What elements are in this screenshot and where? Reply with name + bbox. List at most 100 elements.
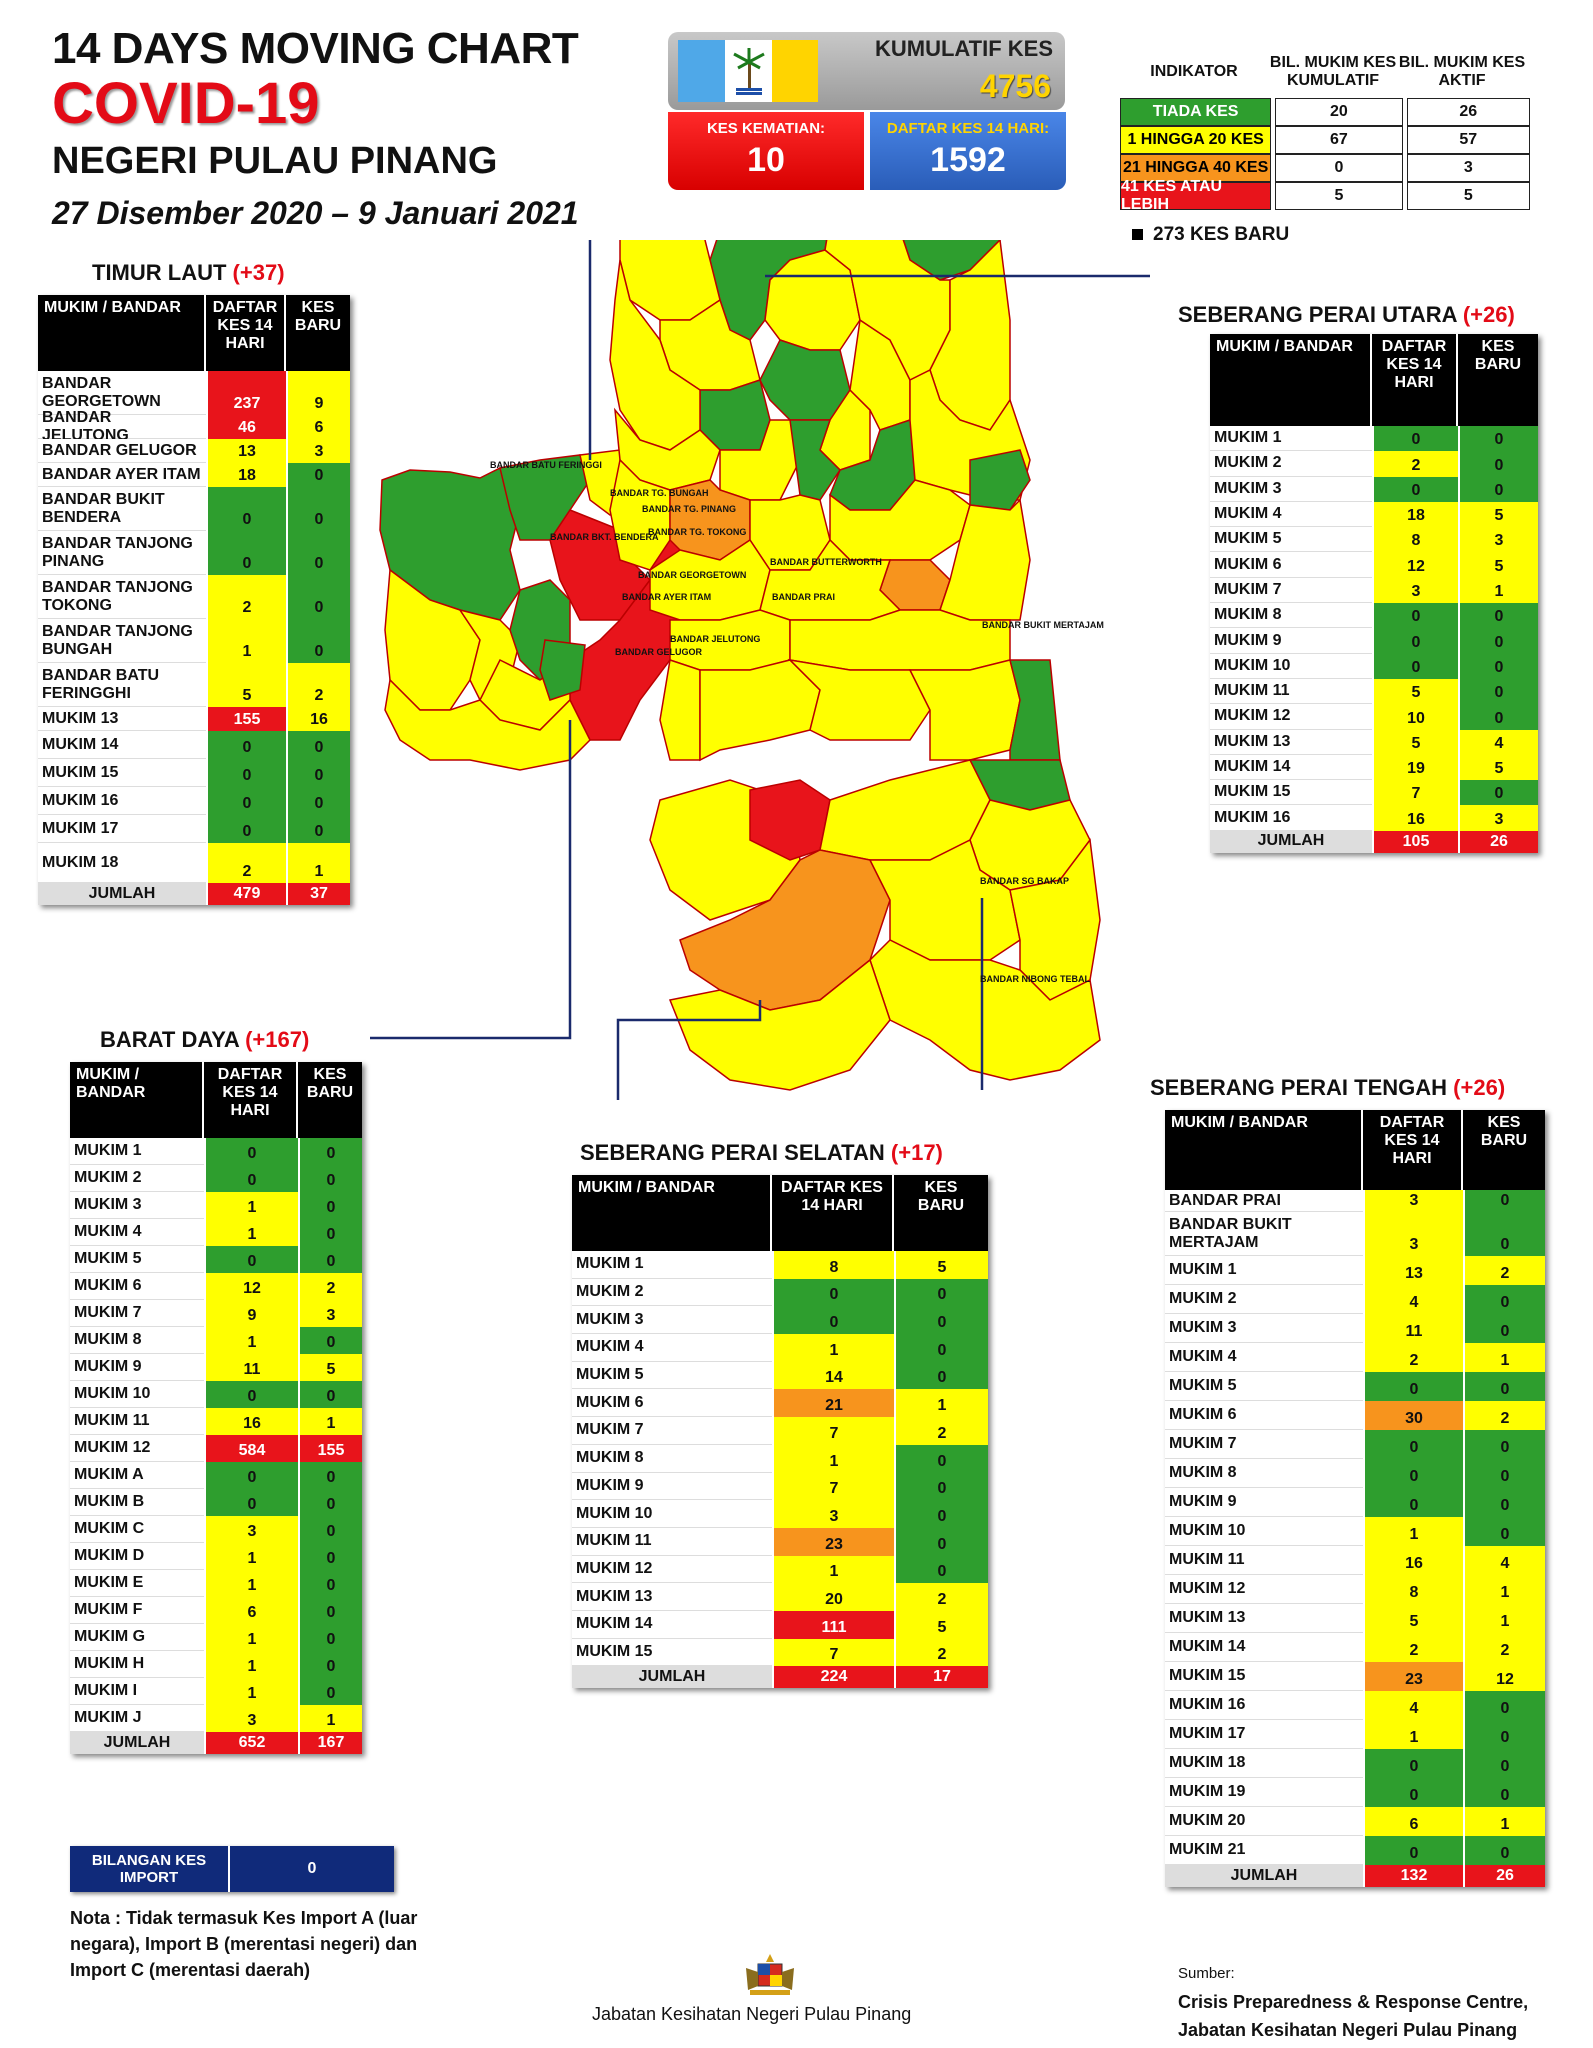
- table-row: BANDAR BATU FERINGGHI 5 2: [38, 663, 350, 707]
- cases14-cell: 1: [204, 1192, 298, 1219]
- cases14-cell: 3: [204, 1516, 298, 1543]
- cases14-cell: 1: [204, 1543, 298, 1570]
- indicator-label: 1 HINGGA 20 KES: [1120, 126, 1272, 154]
- row-label: MUKIM 7: [1165, 1430, 1363, 1459]
- table-header: MUKIM / BANDAR: [38, 295, 206, 371]
- indicator-active: 5: [1406, 182, 1530, 210]
- row-label: MUKIM 10: [1210, 653, 1372, 679]
- new-cases-cell: 2: [1463, 1256, 1545, 1285]
- new-cases-cell: 155: [298, 1435, 362, 1462]
- new-cases-cell: 0: [1458, 451, 1538, 477]
- table-row: MUKIM 16 4 0: [1165, 1691, 1545, 1720]
- row-label: MUKIM 1: [70, 1138, 204, 1165]
- cases14-cell: 46: [206, 415, 286, 439]
- indicator-header-active: BIL. MUKIM KES AKTIF: [1398, 54, 1526, 89]
- row-label: MUKIM C: [70, 1516, 204, 1543]
- total-row: JUMLAH 132 26: [1165, 1865, 1545, 1887]
- table-row: MUKIM 21 0 0: [1165, 1836, 1545, 1865]
- new-cases-cell: 5: [894, 1610, 988, 1639]
- cases14-cell: 0: [204, 1138, 298, 1165]
- table-spt: MUKIM / BANDAR DAFTAR KES 14 HARI KES BARU…: [1165, 1110, 1545, 1887]
- import-label: BILANGAN KES IMPORT: [70, 1846, 230, 1892]
- indicator-header: INDIKATOR: [1150, 63, 1238, 80]
- cases14-cell: 8: [772, 1251, 894, 1279]
- row-label: MUKIM 12: [70, 1435, 204, 1462]
- table-header: KES BARU: [917, 1179, 965, 1214]
- cases14-cell: 10: [1372, 704, 1458, 730]
- table-header: KES BARU: [1480, 1114, 1528, 1149]
- table-header: MUKIM / BANDAR: [1210, 334, 1372, 426]
- source-label: Sumber:: [1178, 1965, 1235, 1982]
- new-cases-cell: 1: [894, 1389, 988, 1418]
- indicator-active: 3: [1406, 154, 1530, 182]
- table-row: MUKIM 11 16 1: [70, 1408, 362, 1435]
- total-value: 652: [204, 1732, 298, 1754]
- cases14-cell: 0: [1372, 653, 1458, 679]
- cases14-cell: 23: [1363, 1662, 1463, 1691]
- table-header: KES BARU: [1474, 338, 1522, 373]
- row-label: MUKIM 15: [1165, 1662, 1363, 1691]
- cases14-cell: 18: [206, 463, 286, 487]
- new-cases-cell: 0: [286, 463, 350, 487]
- cases14-cell: 14: [772, 1361, 894, 1390]
- cases14-cell: 0: [204, 1462, 298, 1489]
- cases14-cell: 0: [206, 531, 286, 575]
- row-label: MUKIM J: [70, 1705, 204, 1732]
- chart-title: 14 DAYS MOVING CHART: [52, 24, 579, 73]
- new-cases-cell: 0: [286, 759, 350, 787]
- table-row: BANDAR BUKIT BENDERA 0 0: [38, 487, 350, 531]
- new-cases-cell: 0: [298, 1138, 362, 1165]
- new-cases-cell: 2: [894, 1583, 988, 1611]
- cases14-cell: 155: [206, 707, 286, 731]
- row-label: MUKIM B: [70, 1489, 204, 1516]
- cases14-cell: 20: [772, 1583, 894, 1611]
- total-value: 37: [286, 883, 350, 905]
- total-label: JUMLAH: [70, 1732, 204, 1754]
- new-cases-cell: 2: [1463, 1401, 1545, 1430]
- row-label: MUKIM 4: [1165, 1343, 1363, 1372]
- cases14-box: DAFTAR KES 14 HARI: 1592: [870, 112, 1066, 190]
- new-cases-cell: 16: [286, 707, 350, 731]
- cases14-cell: 2: [1372, 451, 1458, 477]
- row-label: MUKIM 12: [1210, 704, 1372, 730]
- table-header: MUKIM / BANDAR: [572, 1175, 772, 1251]
- row-label: BANDAR BUKIT BENDERA: [38, 487, 206, 531]
- table-header: MUKIM / BANDAR: [70, 1062, 204, 1138]
- new-cases-cell: 2: [286, 663, 350, 707]
- cases14-cell: 30: [1363, 1401, 1463, 1430]
- indicator-cumulative: 20: [1275, 98, 1403, 126]
- new-cases-cell: 0: [1463, 1749, 1545, 1778]
- table-row: MUKIM 10 3 0: [572, 1500, 988, 1528]
- table-row: MUKIM 15 7 0: [1210, 780, 1538, 806]
- mainland-map: [609, 240, 1101, 1091]
- cases14-cell: 23: [772, 1527, 894, 1556]
- new-cases-cell: 0: [298, 1651, 362, 1678]
- new-cases-cell: 0: [894, 1334, 988, 1362]
- table-row: MUKIM 16 0 0: [38, 787, 350, 815]
- table-row: MUKIM 14 111 5: [572, 1610, 988, 1639]
- row-label: MUKIM 5: [1210, 527, 1372, 553]
- square-bullet-icon: [1132, 229, 1143, 240]
- cases14-cell: 0: [206, 731, 286, 759]
- table-header: DAFTAR KES 14 HARI: [1372, 334, 1458, 426]
- row-label: MUKIM 8: [572, 1444, 772, 1473]
- total-label: JUMLAH: [38, 883, 206, 905]
- table-header: KES BARU: [294, 299, 342, 334]
- cases14-cell: 3: [772, 1500, 894, 1528]
- indicator-active: 26: [1406, 98, 1530, 126]
- row-label: MUKIM 13: [572, 1583, 772, 1611]
- new-cases-cell: 0: [286, 619, 350, 663]
- cases14-cell: 9: [204, 1300, 298, 1327]
- total-label: JUMLAH: [1210, 830, 1372, 853]
- map-label: BANDAR BKT. BENDERA: [550, 532, 659, 542]
- new-cases-cell: 0: [1463, 1836, 1545, 1865]
